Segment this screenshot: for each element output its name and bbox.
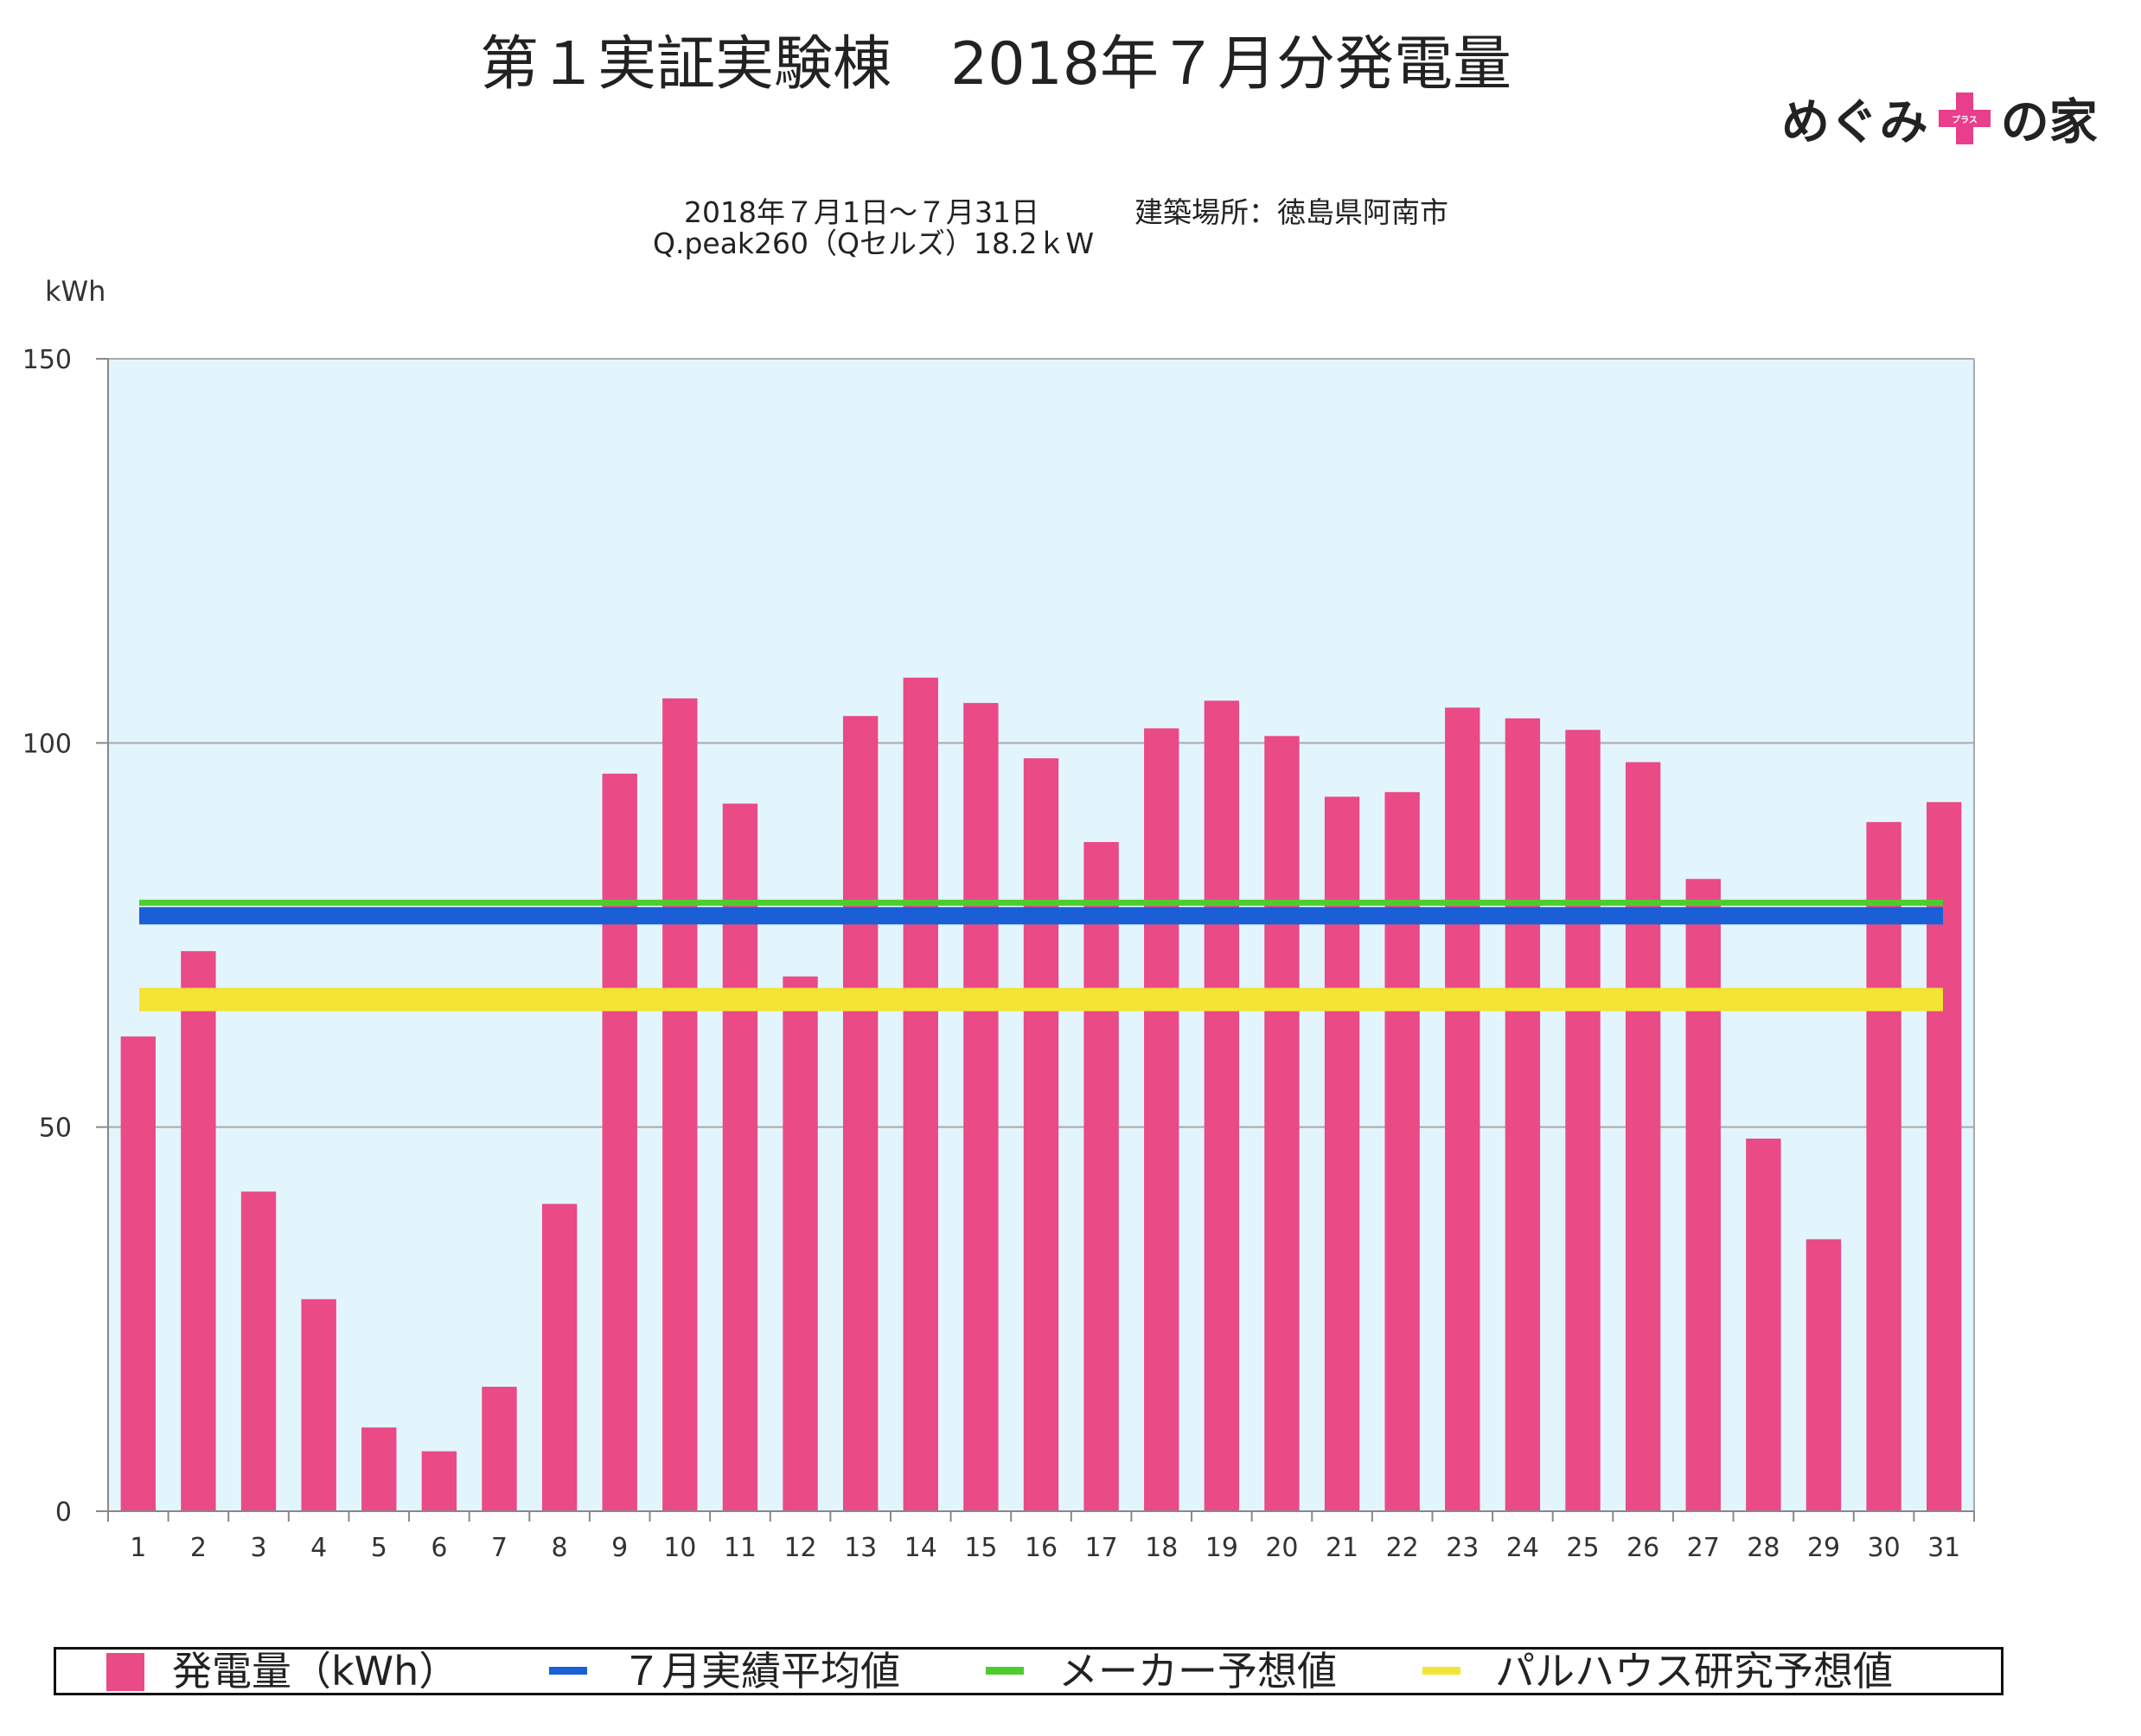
x-tick-label: 14 [904, 1533, 937, 1563]
bar [963, 703, 999, 1511]
x-tick-label: 8 [552, 1533, 568, 1563]
x-tick-label: 27 [1687, 1533, 1720, 1563]
legend-swatch-palhouse [1422, 1667, 1460, 1675]
chart-title: 第１実証実験棟 2018年７月分発電量 [480, 26, 1552, 104]
y-tick-label: 100 [22, 729, 72, 759]
reference-line [139, 899, 1943, 906]
x-tick-label: 22 [1386, 1533, 1419, 1563]
bar [1204, 700, 1240, 1511]
x-tick-label: 29 [1807, 1533, 1840, 1563]
x-tick-label: 12 [783, 1533, 816, 1563]
bar [1685, 878, 1721, 1511]
x-tick-label: 30 [1867, 1533, 1900, 1563]
x-tick-label: 7 [491, 1533, 508, 1563]
bar [602, 773, 637, 1511]
x-tick-label: 19 [1205, 1533, 1238, 1563]
x-tick-label: 18 [1145, 1533, 1178, 1563]
x-tick-label: 5 [371, 1533, 387, 1563]
x-tick-label: 25 [1566, 1533, 1599, 1563]
x-tick-label: 21 [1326, 1533, 1358, 1563]
bar [903, 677, 938, 1511]
legend-label-palhouse: パルハウス研究予想値 [1495, 1648, 1893, 1695]
x-tick-label: 9 [611, 1533, 628, 1563]
x-tick-label: 24 [1506, 1533, 1539, 1563]
x-tick-label: 15 [964, 1533, 997, 1563]
x-tick-label: 2 [190, 1533, 207, 1563]
legend-label-average: ７月実績平均値 [622, 1648, 900, 1695]
y-tick-label: 50 [39, 1114, 72, 1144]
bar [1445, 707, 1480, 1511]
bar [421, 1451, 457, 1511]
x-tick-label: 20 [1265, 1533, 1298, 1563]
x-tick-label: 6 [431, 1533, 447, 1563]
bar [1565, 730, 1601, 1511]
bar [1805, 1239, 1842, 1511]
svg-text:プラス: プラス [1952, 114, 1978, 125]
bar [120, 1036, 156, 1511]
x-tick-label: 3 [250, 1533, 266, 1563]
bar [1083, 841, 1119, 1511]
logo-text-right: の家 [2000, 94, 2098, 151]
x-tick-label: 13 [844, 1533, 877, 1563]
x-tick-label: 1 [130, 1533, 146, 1563]
legend-swatch-average [549, 1667, 587, 1675]
subtitle-panel: Q.peak260（Qセルズ）18.2ｋW [653, 227, 1095, 260]
bar [541, 1203, 578, 1511]
subtitle-period: 2018年７月1日〜７月31日 [683, 195, 1039, 229]
subtitle-location: 建築場所：徳島県阿南市 [1134, 195, 1448, 229]
x-tick-label: 11 [724, 1533, 757, 1563]
logo-text-left: めぐみ [1781, 94, 1928, 151]
bar [301, 1299, 336, 1511]
bar [1505, 718, 1541, 1511]
bar [1746, 1138, 1781, 1511]
bar [1625, 762, 1661, 1511]
x-tick-label: 17 [1085, 1533, 1118, 1563]
subtitle-period-location: 2018年７月1日〜７月31日 建築場所：徳島県阿南市 [666, 156, 1448, 231]
bar [842, 716, 879, 1511]
legend-label-generation: 発電量（kWh） [172, 1648, 459, 1695]
x-tick-label: 31 [1927, 1533, 1960, 1563]
legend-item-maker: メーカー予想値 [986, 1650, 1337, 1693]
brand-logo: めぐみ プラス の家 [1781, 91, 2098, 161]
chart-title-text: 第１実証実験棟 2018年７月分発電量 [480, 30, 1512, 99]
bar [181, 951, 216, 1511]
y-tick-label: 150 [22, 345, 72, 375]
x-tick-label: 16 [1025, 1533, 1058, 1563]
legend-item-generation: 発電量（kWh） [106, 1650, 458, 1693]
chart-legend: 発電量（kWh） ７月実績平均値 メーカー予想値 パルハウス研究予想値 [54, 1647, 2004, 1695]
y-tick-label: 0 [55, 1497, 72, 1528]
bar [482, 1387, 517, 1511]
bar [240, 1191, 277, 1511]
bar [361, 1427, 397, 1511]
bar [1866, 821, 1901, 1511]
legend-label-maker: メーカー予想値 [1058, 1648, 1337, 1695]
bar [1264, 736, 1300, 1511]
y-axis-unit-label: kWh [45, 275, 106, 308]
logo-plus-icon: プラス [1937, 91, 1992, 161]
legend-swatch-maker [986, 1667, 1024, 1675]
x-tick-label: 4 [310, 1533, 327, 1563]
x-tick-label: 26 [1627, 1533, 1659, 1563]
x-tick-label: 23 [1446, 1533, 1479, 1563]
bar [1144, 728, 1179, 1511]
bar [662, 698, 698, 1511]
legend-item-palhouse: パルハウス研究予想値 [1422, 1650, 1893, 1693]
reference-line [139, 987, 1943, 1012]
reference-line [139, 907, 1943, 925]
bar [783, 976, 818, 1511]
bar [1023, 758, 1059, 1511]
x-tick-label: 10 [663, 1533, 696, 1563]
legend-swatch-generation [106, 1652, 144, 1691]
legend-item-average: ７月実績平均値 [549, 1650, 900, 1693]
x-tick-label: 28 [1747, 1533, 1780, 1563]
